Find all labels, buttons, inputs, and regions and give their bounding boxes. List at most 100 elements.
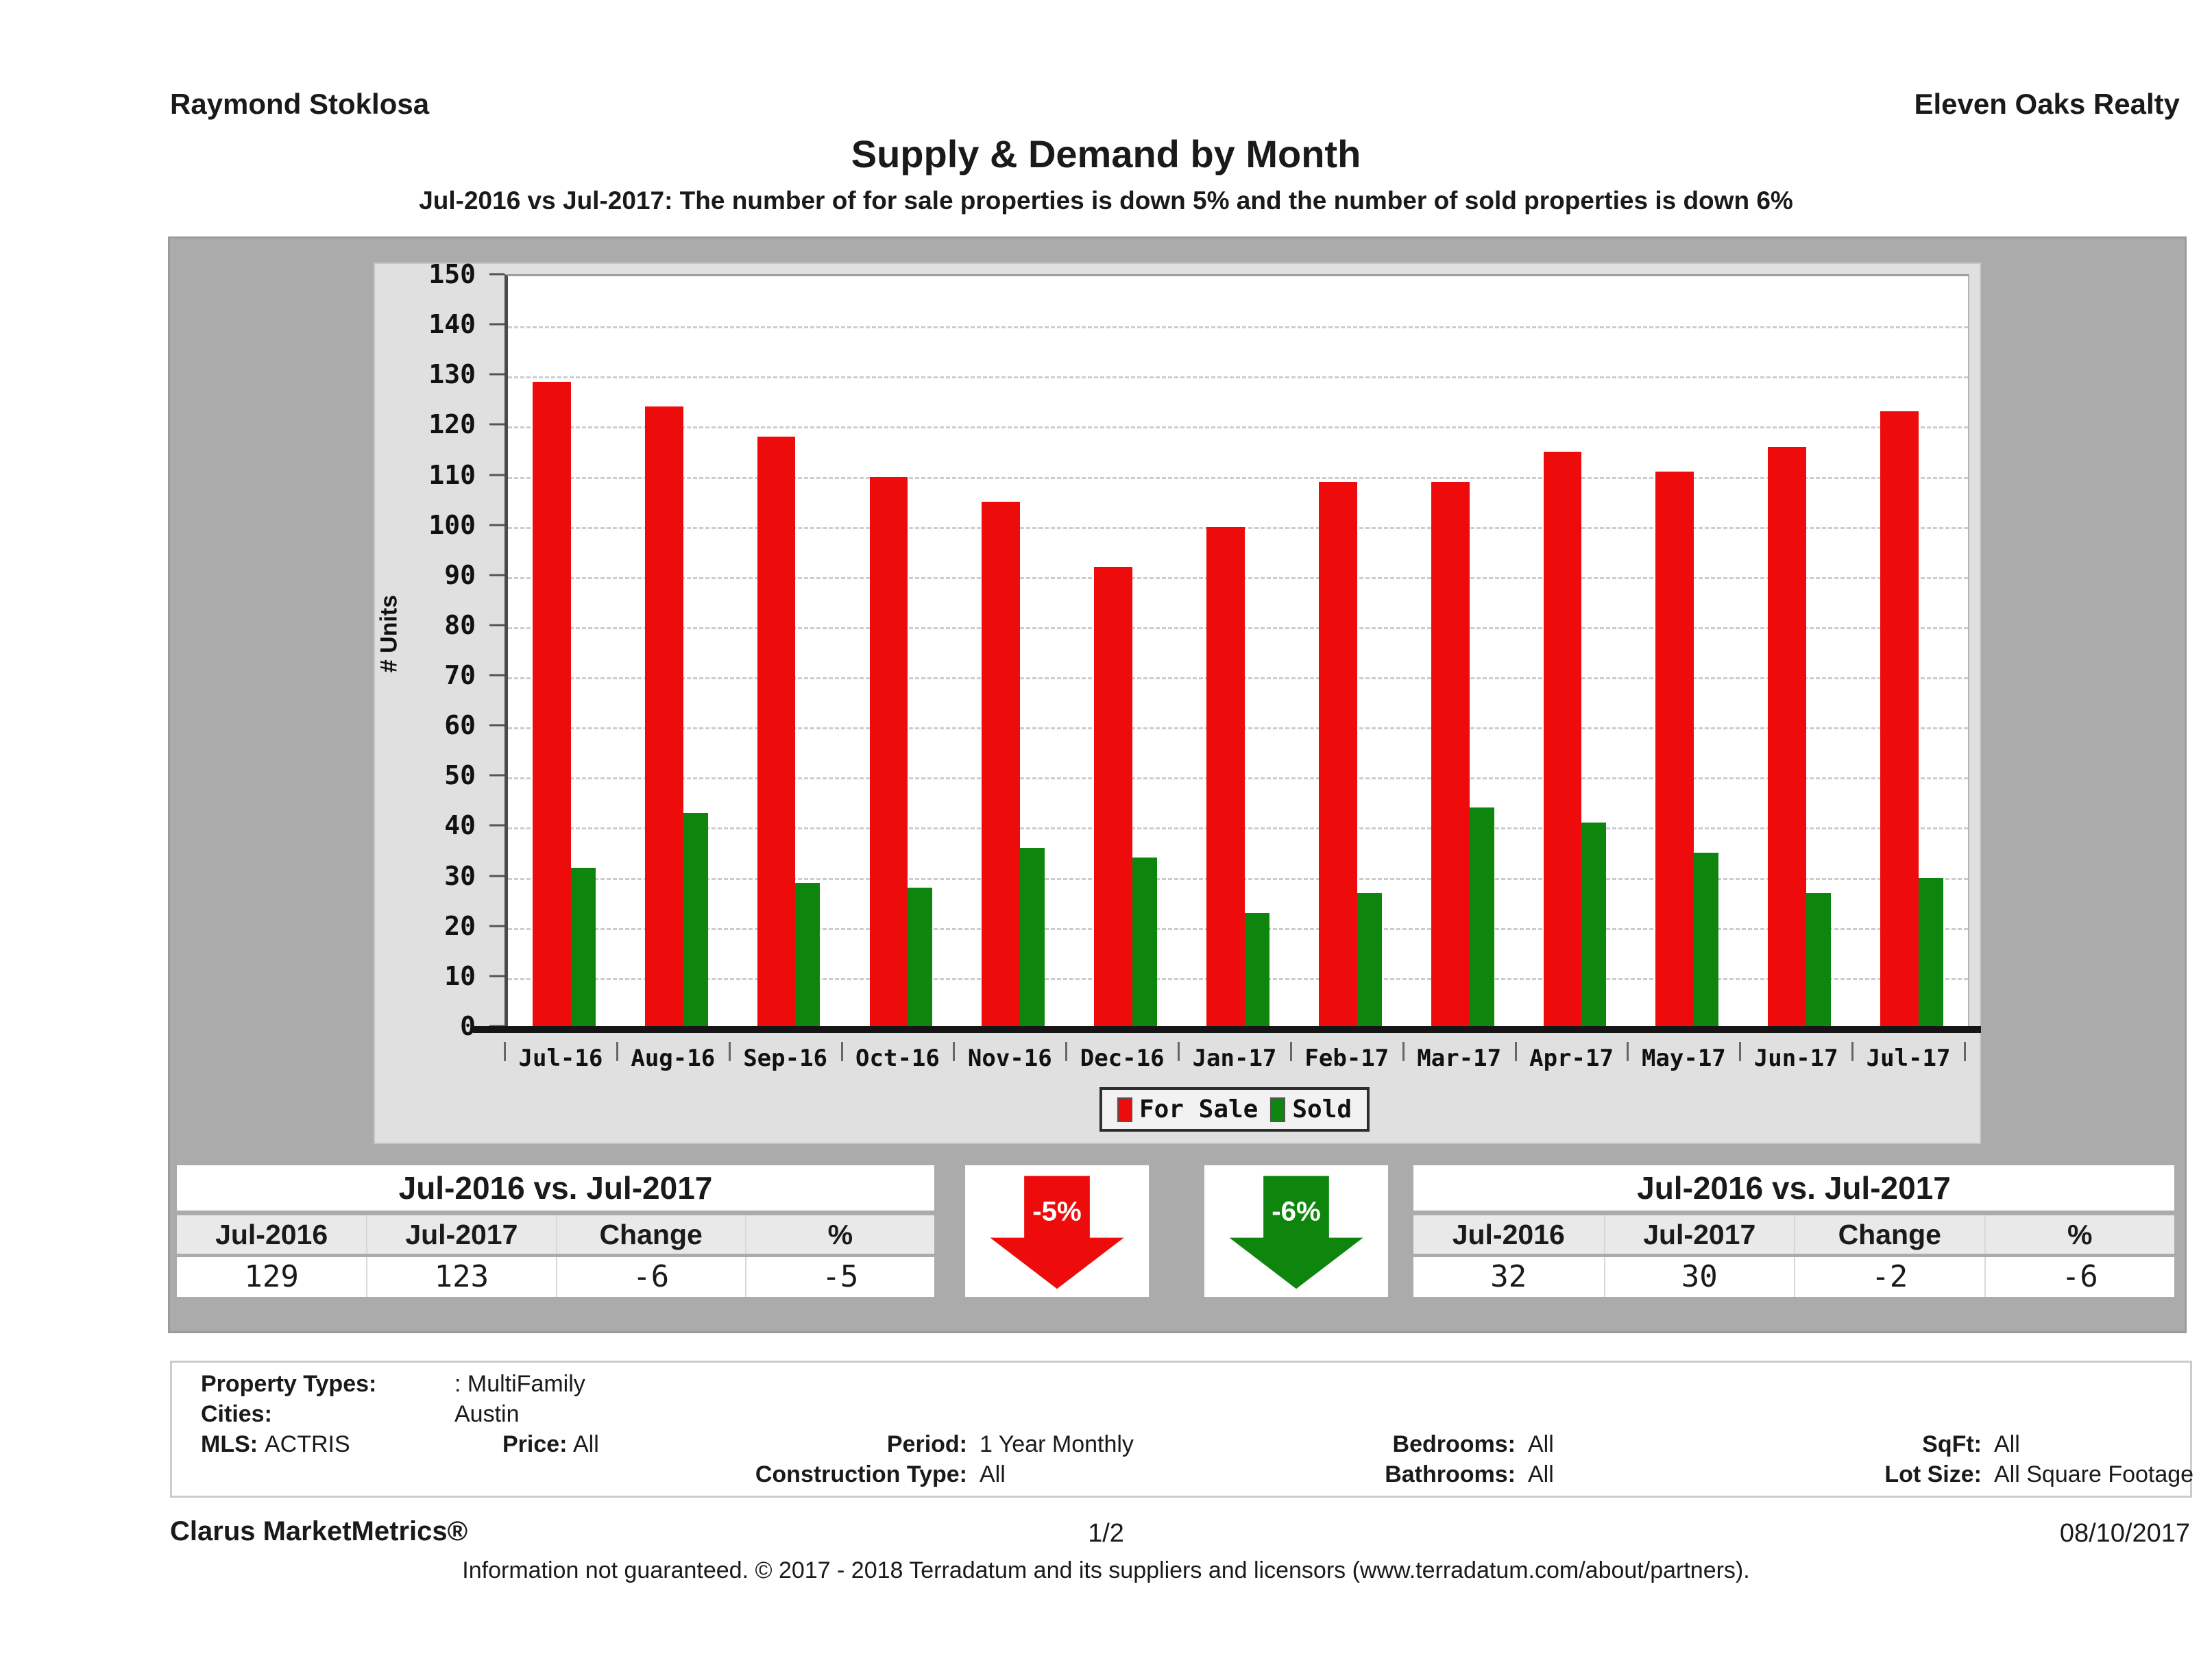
report-criteria-box: Property Types: : MultiFamily Cities: Au…	[170, 1361, 2193, 1498]
bar-sold-jul-16	[570, 867, 596, 1028]
bar-sold-jun-17	[1806, 892, 1832, 1028]
y-tick-mark	[489, 975, 505, 977]
for-sale-change-arrow: -5%	[965, 1165, 1149, 1297]
y-tick-label: 30	[444, 860, 476, 891]
gridline	[508, 426, 1968, 429]
bar-sold-may-17	[1694, 853, 1719, 1028]
value-cell: 30	[1603, 1257, 1795, 1297]
value-cell: -5	[744, 1257, 934, 1297]
footer-brand: Clarus MarketMetrics®	[170, 1516, 468, 1546]
y-tick-mark	[489, 925, 505, 927]
gridline	[508, 326, 1968, 329]
legend-swatch-for-sale-icon	[1117, 1097, 1132, 1122]
column-header: Change	[555, 1215, 745, 1254]
value-cell: 123	[366, 1257, 555, 1297]
down-arrow-icon: -5%	[990, 1176, 1124, 1289]
bar-for-sale-sep-16	[757, 437, 796, 1028]
y-tick-mark	[489, 674, 505, 677]
mls-value: ACTRIS	[265, 1431, 350, 1457]
mls-label: MLS:	[201, 1431, 258, 1457]
bar-sold-mar-17	[1469, 807, 1494, 1028]
svg-text:-5%: -5%	[1032, 1196, 1081, 1227]
y-tick-label: 70	[444, 660, 476, 691]
value-cell: 32	[1490, 1259, 1527, 1294]
x-tick-label-nov-16: Nov-16	[953, 1041, 1066, 1079]
bar-for-sale-oct-16	[869, 476, 908, 1028]
footer-page-number: 1/2	[1088, 1519, 1124, 1548]
y-tick-label: 140	[428, 309, 476, 340]
bar-for-sale-jan-17	[1206, 526, 1245, 1028]
y-tick-mark	[489, 724, 505, 727]
y-tick-label: 110	[428, 459, 476, 490]
property-types-label: Property Types:	[201, 1371, 377, 1397]
period-value: 1 Year Monthly	[980, 1431, 1134, 1457]
bathrooms-label: Bathrooms:	[1385, 1461, 1516, 1487]
bar-group-jul-17	[1856, 276, 1968, 1028]
bar-sold-aug-16	[683, 812, 708, 1028]
sold-change-arrow: -6%	[1204, 1165, 1388, 1297]
y-tick-label: 120	[428, 409, 476, 440]
y-tick-label: 50	[444, 760, 476, 791]
y-tick-mark	[489, 624, 505, 627]
value-cell: -6	[1984, 1257, 2175, 1297]
plot-area	[505, 274, 1969, 1028]
sqft-value: All	[1994, 1431, 2020, 1457]
summary-table-header-row: Jul-2016 Jul-2017 Change %	[177, 1215, 934, 1254]
bar-group-jan-17	[1182, 276, 1294, 1028]
summary-table-header-row: Jul-2016 Jul-2017 Change %	[1413, 1215, 2174, 1254]
y-tick-label: 10	[444, 960, 476, 991]
bar-sold-oct-16	[908, 888, 933, 1028]
lot-size-label: Lot Size:	[1884, 1461, 1982, 1487]
y-tick-mark	[489, 774, 505, 777]
construction-type-value: All	[980, 1461, 1006, 1487]
bar-for-sale-feb-17	[1318, 481, 1357, 1028]
period-label: Period:	[886, 1431, 967, 1457]
y-tick-mark	[489, 273, 505, 276]
agent-name: Raymond Stoklosa	[170, 88, 430, 120]
y-tick-label: 130	[428, 359, 476, 390]
bar-group-nov-16	[957, 276, 1069, 1028]
legend-swatch-sold-icon	[1270, 1097, 1286, 1122]
bar-sold-jul-17	[1918, 877, 1943, 1028]
footer-date: 08/10/2017	[2059, 1519, 2190, 1548]
legend-item-sold: Sold	[1270, 1095, 1352, 1123]
bar-sold-sep-16	[795, 882, 821, 1028]
sqft-label: SqFt:	[1922, 1431, 1982, 1457]
y-tick-label: 100	[428, 509, 476, 540]
x-tick-label-aug-16: Aug-16	[616, 1041, 729, 1079]
column-header: Jul-2017	[1603, 1215, 1795, 1254]
legend-item-for-sale: For Sale	[1117, 1095, 1258, 1123]
value-cell: 129	[244, 1259, 299, 1294]
bar-series-container	[508, 276, 1968, 1028]
bar-sold-apr-17	[1581, 823, 1607, 1028]
x-tick-label-jul-16: Jul-16	[504, 1041, 617, 1079]
x-tick-label-feb-17: Feb-17	[1289, 1041, 1403, 1079]
bar-group-oct-16	[845, 276, 958, 1028]
price-label: Price:	[502, 1431, 568, 1457]
y-tick-mark	[489, 824, 505, 827]
y-tick-label: 90	[444, 559, 476, 590]
x-tick-label-dec-16: Dec-16	[1065, 1041, 1178, 1079]
svg-text:-6%: -6%	[1272, 1196, 1320, 1227]
x-tick-label-jun-17: Jun-17	[1739, 1041, 1852, 1079]
bar-group-dec-16	[1069, 276, 1182, 1028]
cities-label: Cities:	[201, 1401, 272, 1427]
bar-sold-nov-16	[1020, 847, 1045, 1028]
company-name: Eleven Oaks Realty	[1914, 88, 2180, 120]
bar-sold-dec-16	[1132, 858, 1157, 1028]
y-tick-label: 20	[444, 910, 476, 941]
bar-for-sale-jul-16	[533, 381, 571, 1028]
x-tick-label-jan-17: Jan-17	[1178, 1041, 1291, 1079]
y-tick-label: 40	[444, 810, 476, 841]
x-tick-label-oct-16: Oct-16	[840, 1041, 954, 1079]
bar-group-aug-16	[620, 276, 733, 1028]
column-header: %	[744, 1215, 934, 1254]
summary-table-title: Jul-2016 vs. Jul-2017	[1413, 1165, 2174, 1211]
bedrooms-value: All	[1528, 1431, 1554, 1457]
gridline	[508, 376, 1968, 379]
y-tick-mark	[489, 373, 505, 376]
bar-for-sale-aug-16	[644, 406, 683, 1028]
chart-legend: For Sale Sold	[1099, 1087, 1370, 1132]
bar-for-sale-jul-17	[1880, 411, 1919, 1028]
bar-group-sep-16	[733, 276, 845, 1028]
